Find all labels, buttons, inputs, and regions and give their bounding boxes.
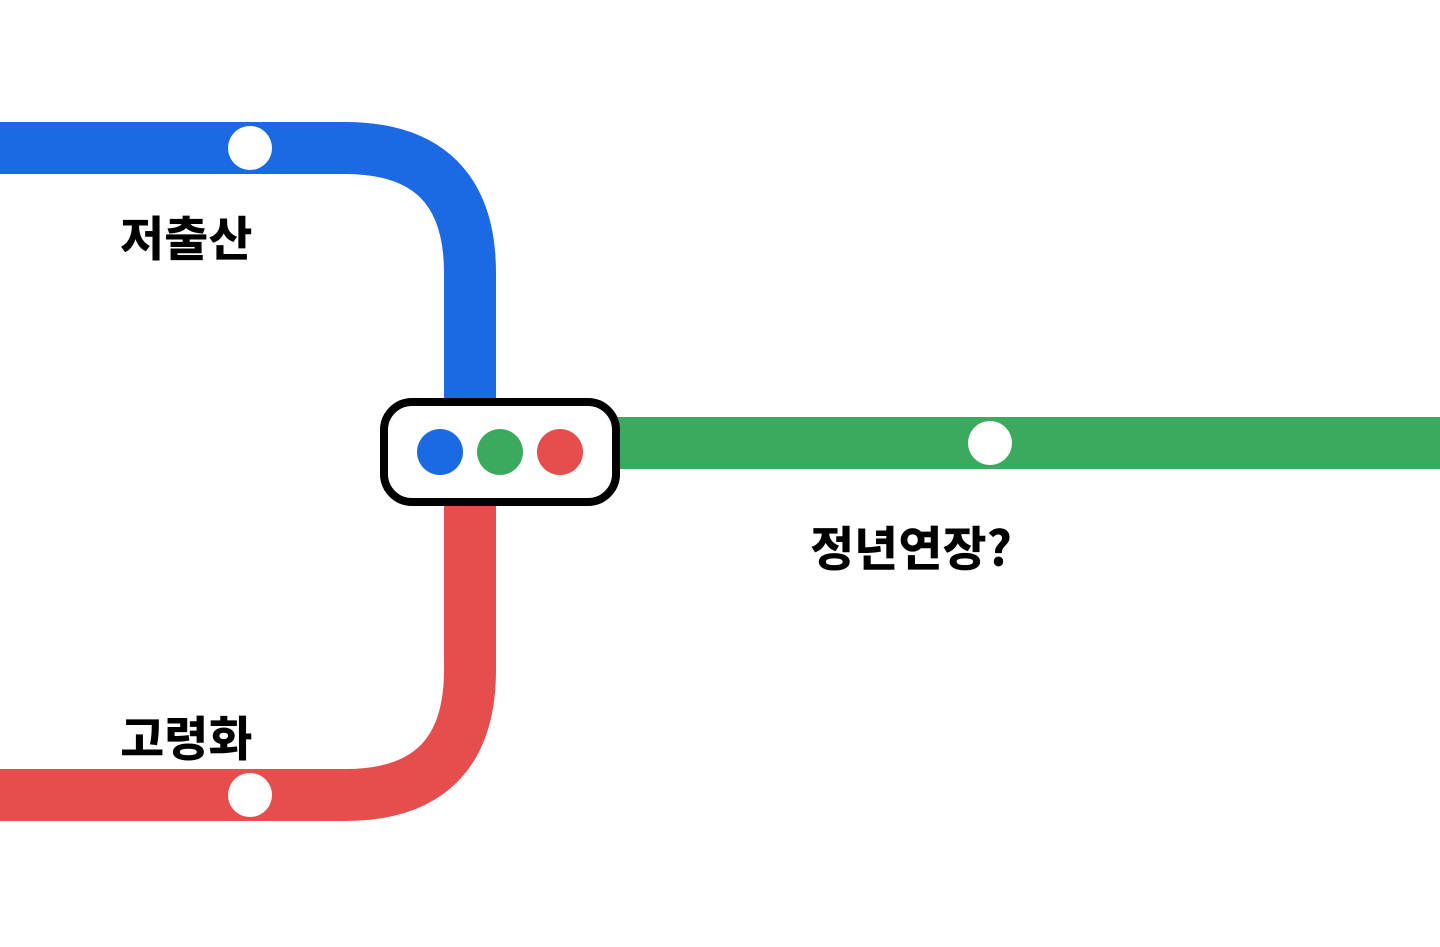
subway-diagram: 저출산 고령화 정년연장?	[0, 0, 1440, 947]
green-station-marker	[968, 421, 1012, 465]
interchange-station	[380, 398, 620, 506]
red-station-label: 고령화	[120, 700, 252, 770]
blue-station-label: 저출산	[120, 200, 252, 270]
interchange-dot-blue	[417, 429, 463, 475]
green-station-label: 정년연장?	[810, 510, 1012, 580]
interchange-dot-red	[537, 429, 583, 475]
interchange-dot-green	[477, 429, 523, 475]
red-station-marker	[228, 773, 272, 817]
subway-lines-svg	[0, 0, 1440, 947]
blue-station-marker	[228, 126, 272, 170]
